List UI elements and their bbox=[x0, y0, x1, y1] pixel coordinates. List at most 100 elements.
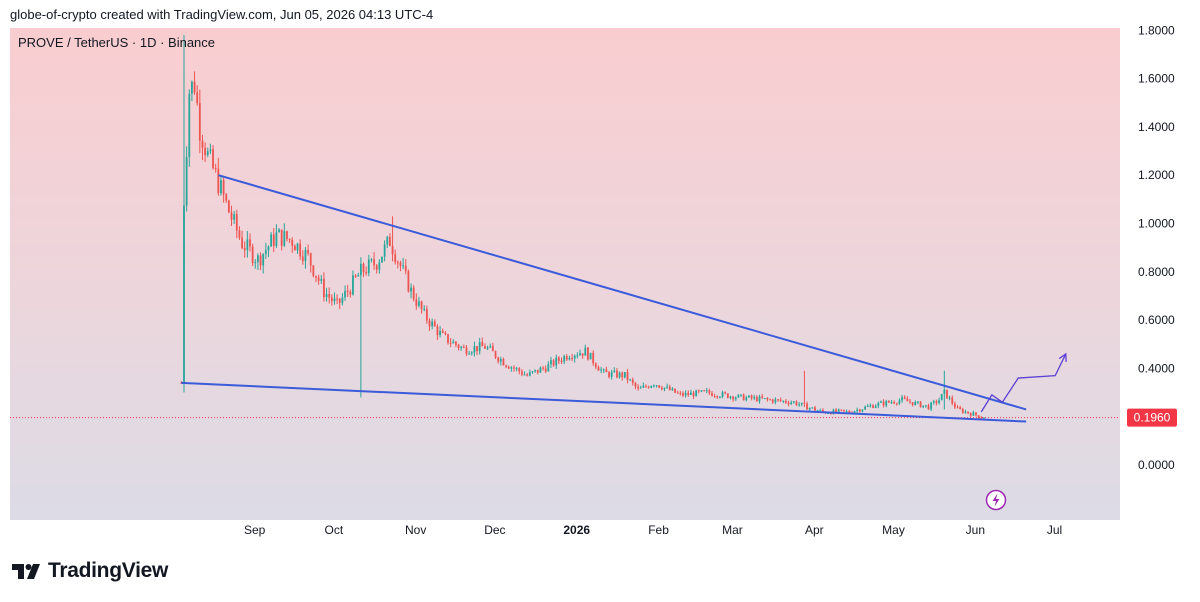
candle-body bbox=[779, 399, 782, 401]
candle-body bbox=[602, 369, 605, 371]
candle-body bbox=[315, 275, 317, 278]
candle-body bbox=[940, 394, 943, 401]
x-tick-label: Dec bbox=[484, 523, 505, 537]
candle-body bbox=[917, 401, 919, 403]
candle-body bbox=[225, 194, 228, 201]
candle-body bbox=[893, 402, 896, 404]
candle-body bbox=[204, 147, 207, 156]
candle-body bbox=[312, 265, 315, 276]
candle-body bbox=[843, 409, 845, 412]
y-tick-label: 0.0000 bbox=[1138, 458, 1175, 472]
candle-body bbox=[903, 397, 906, 399]
candle-body bbox=[901, 397, 903, 401]
candle-body bbox=[803, 402, 806, 404]
candle-body bbox=[930, 402, 933, 410]
candle-body bbox=[705, 390, 708, 392]
candle-body bbox=[251, 246, 254, 264]
lightning-icon[interactable] bbox=[985, 489, 1007, 511]
candle-body bbox=[811, 407, 814, 409]
candle-body bbox=[711, 393, 713, 396]
candle-body bbox=[837, 409, 840, 412]
trendline-lower[interactable] bbox=[181, 381, 1027, 423]
candle-body bbox=[534, 369, 537, 372]
candle-body bbox=[381, 256, 383, 263]
candle-body bbox=[806, 403, 808, 410]
candle-body bbox=[220, 180, 222, 194]
candle-body bbox=[763, 398, 766, 400]
candle-body bbox=[616, 370, 618, 378]
candle-body bbox=[257, 255, 259, 263]
candle-body bbox=[293, 245, 296, 251]
candle-body bbox=[420, 301, 423, 310]
candle-body bbox=[476, 346, 478, 352]
x-tick-label: Sep bbox=[244, 523, 266, 537]
candle-body bbox=[668, 386, 671, 391]
candle-body bbox=[895, 403, 898, 405]
candle-body bbox=[301, 256, 304, 262]
y-tick-label: 1.2000 bbox=[1138, 168, 1175, 182]
candle-body bbox=[938, 400, 940, 404]
candle-body bbox=[898, 400, 901, 404]
y-tick-label: 1.0000 bbox=[1138, 217, 1175, 231]
projection-path bbox=[980, 353, 1067, 413]
candle-body bbox=[526, 374, 529, 376]
tradingview-logo[interactable]: TradingView bbox=[12, 559, 168, 583]
candle-body bbox=[328, 294, 331, 298]
candle-body bbox=[647, 386, 650, 388]
candle-body bbox=[721, 392, 724, 397]
candle-body bbox=[766, 398, 769, 400]
candle-body bbox=[304, 249, 307, 262]
candle-body bbox=[296, 243, 299, 251]
candle-body bbox=[183, 205, 185, 383]
trendline-upper[interactable] bbox=[218, 174, 1027, 411]
candle-body bbox=[233, 214, 236, 220]
trendlines bbox=[181, 174, 1027, 423]
candle-body bbox=[708, 390, 711, 394]
brand-name: TradingView bbox=[48, 559, 169, 582]
candle-body bbox=[703, 390, 705, 392]
y-tick-label: 0.6000 bbox=[1138, 313, 1175, 327]
candle-body bbox=[330, 297, 333, 302]
y-axis: 1.8000 1.6000 1.4000 1.2000 1.0000 0.8000 0.60… bbox=[1138, 23, 1175, 472]
candle-body bbox=[365, 272, 368, 274]
candle-body bbox=[777, 399, 779, 401]
candle-body bbox=[932, 401, 935, 403]
candle-body bbox=[404, 265, 407, 272]
candle-body bbox=[653, 385, 655, 387]
candle-body bbox=[359, 263, 362, 276]
candle-body bbox=[827, 413, 830, 415]
candle-body bbox=[671, 388, 674, 391]
candle-body bbox=[948, 397, 951, 399]
candle-body bbox=[626, 372, 629, 380]
candle-body bbox=[597, 367, 600, 371]
candle-body bbox=[320, 278, 323, 281]
candle-body bbox=[935, 401, 938, 404]
candle-body bbox=[241, 237, 243, 249]
candle-body bbox=[491, 346, 494, 352]
candle-body bbox=[650, 385, 653, 388]
candle-body bbox=[769, 399, 771, 401]
candle-body bbox=[531, 371, 534, 373]
candle-body bbox=[394, 254, 397, 263]
candle-body bbox=[887, 400, 890, 403]
candle-body bbox=[407, 271, 410, 292]
candle-body bbox=[890, 402, 893, 404]
candle-body bbox=[507, 366, 510, 369]
candle-body bbox=[272, 234, 275, 247]
candle-body bbox=[610, 372, 613, 377]
candle-body bbox=[909, 401, 911, 403]
candle-body bbox=[198, 103, 201, 141]
candle-body bbox=[227, 200, 230, 213]
candle-body bbox=[389, 236, 391, 246]
candle-body bbox=[267, 246, 270, 251]
candle-body bbox=[378, 262, 381, 270]
candle-body bbox=[576, 355, 579, 357]
candle-body bbox=[692, 392, 695, 397]
candle-body bbox=[528, 372, 531, 376]
candle-body bbox=[418, 301, 420, 306]
candle-body bbox=[959, 407, 962, 410]
price-label-background bbox=[1127, 408, 1177, 427]
candle-body bbox=[550, 360, 552, 365]
candle-body bbox=[790, 402, 793, 405]
